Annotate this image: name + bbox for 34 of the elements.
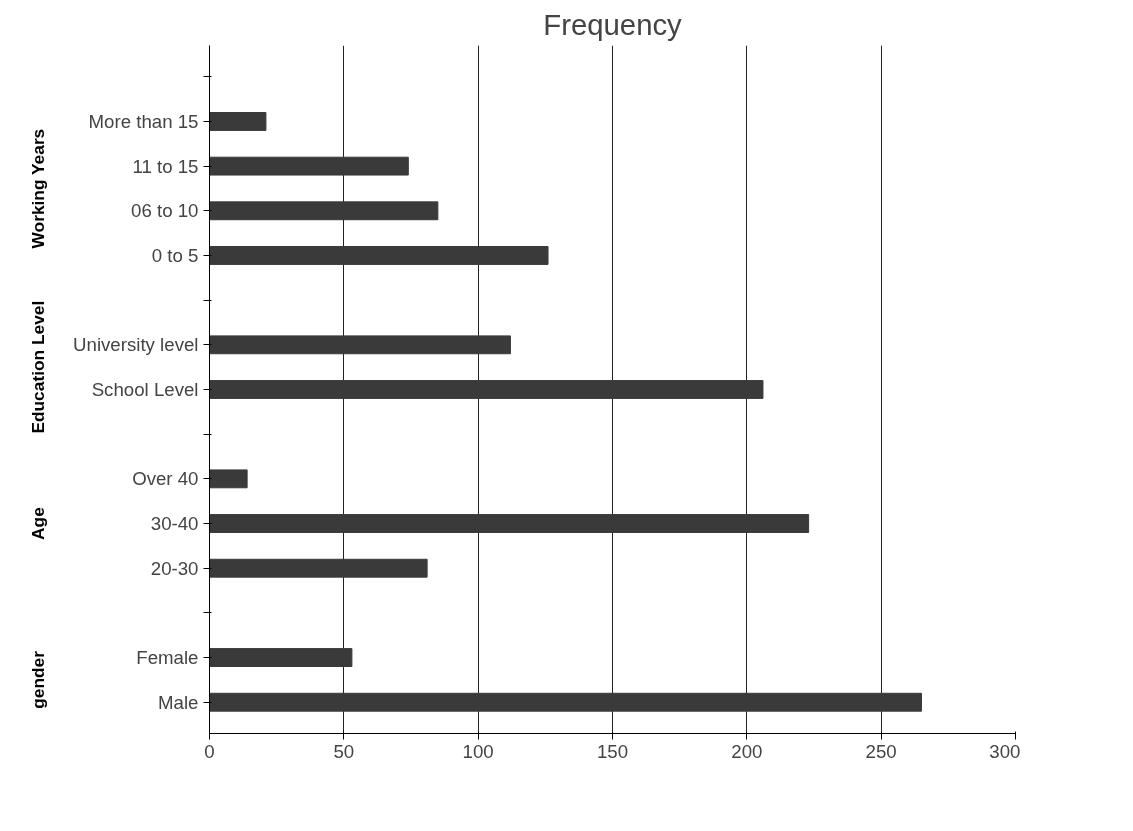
y-tick-label: School Level <box>91 379 199 400</box>
y-tick-label: 30-40 <box>150 513 199 535</box>
bar <box>209 201 439 221</box>
y-tick-label: More than 15 <box>88 110 199 132</box>
x-tick-label: 300 <box>989 740 1021 762</box>
x-tick-label: 250 <box>865 740 897 762</box>
bar <box>209 514 810 533</box>
bar <box>209 156 409 176</box>
bar <box>209 558 428 578</box>
x-tick-label: 50 <box>333 740 355 762</box>
x-tick-label: 0 <box>204 740 215 762</box>
x-tick-label: 200 <box>731 740 763 762</box>
y-tick-label: 06 to 10 <box>131 200 199 222</box>
text: Age <box>28 506 48 540</box>
text: Education Level <box>28 300 48 434</box>
y-tick-label: Female <box>136 647 199 669</box>
y-tick-label: University level <box>73 334 199 356</box>
x-tick-label: 150 <box>596 740 629 762</box>
bar <box>209 648 353 667</box>
bar <box>209 335 511 355</box>
bar <box>209 112 267 131</box>
y-tick-label: Over 40 <box>132 468 199 490</box>
y-tick-label: 0 to 5 <box>151 244 199 266</box>
y-tick-label: 20-30 <box>150 557 199 579</box>
chart-title: Frequency <box>543 7 683 41</box>
y-tick-label: 11 to 15 <box>132 155 199 177</box>
text: gender <box>28 650 48 709</box>
bar <box>209 246 549 265</box>
bar <box>209 469 248 489</box>
x-tick-label: 100 <box>462 740 494 762</box>
text: Working Years <box>28 128 48 249</box>
bar <box>209 692 922 712</box>
y-tick-label: Male <box>158 691 199 713</box>
bar <box>209 380 764 399</box>
